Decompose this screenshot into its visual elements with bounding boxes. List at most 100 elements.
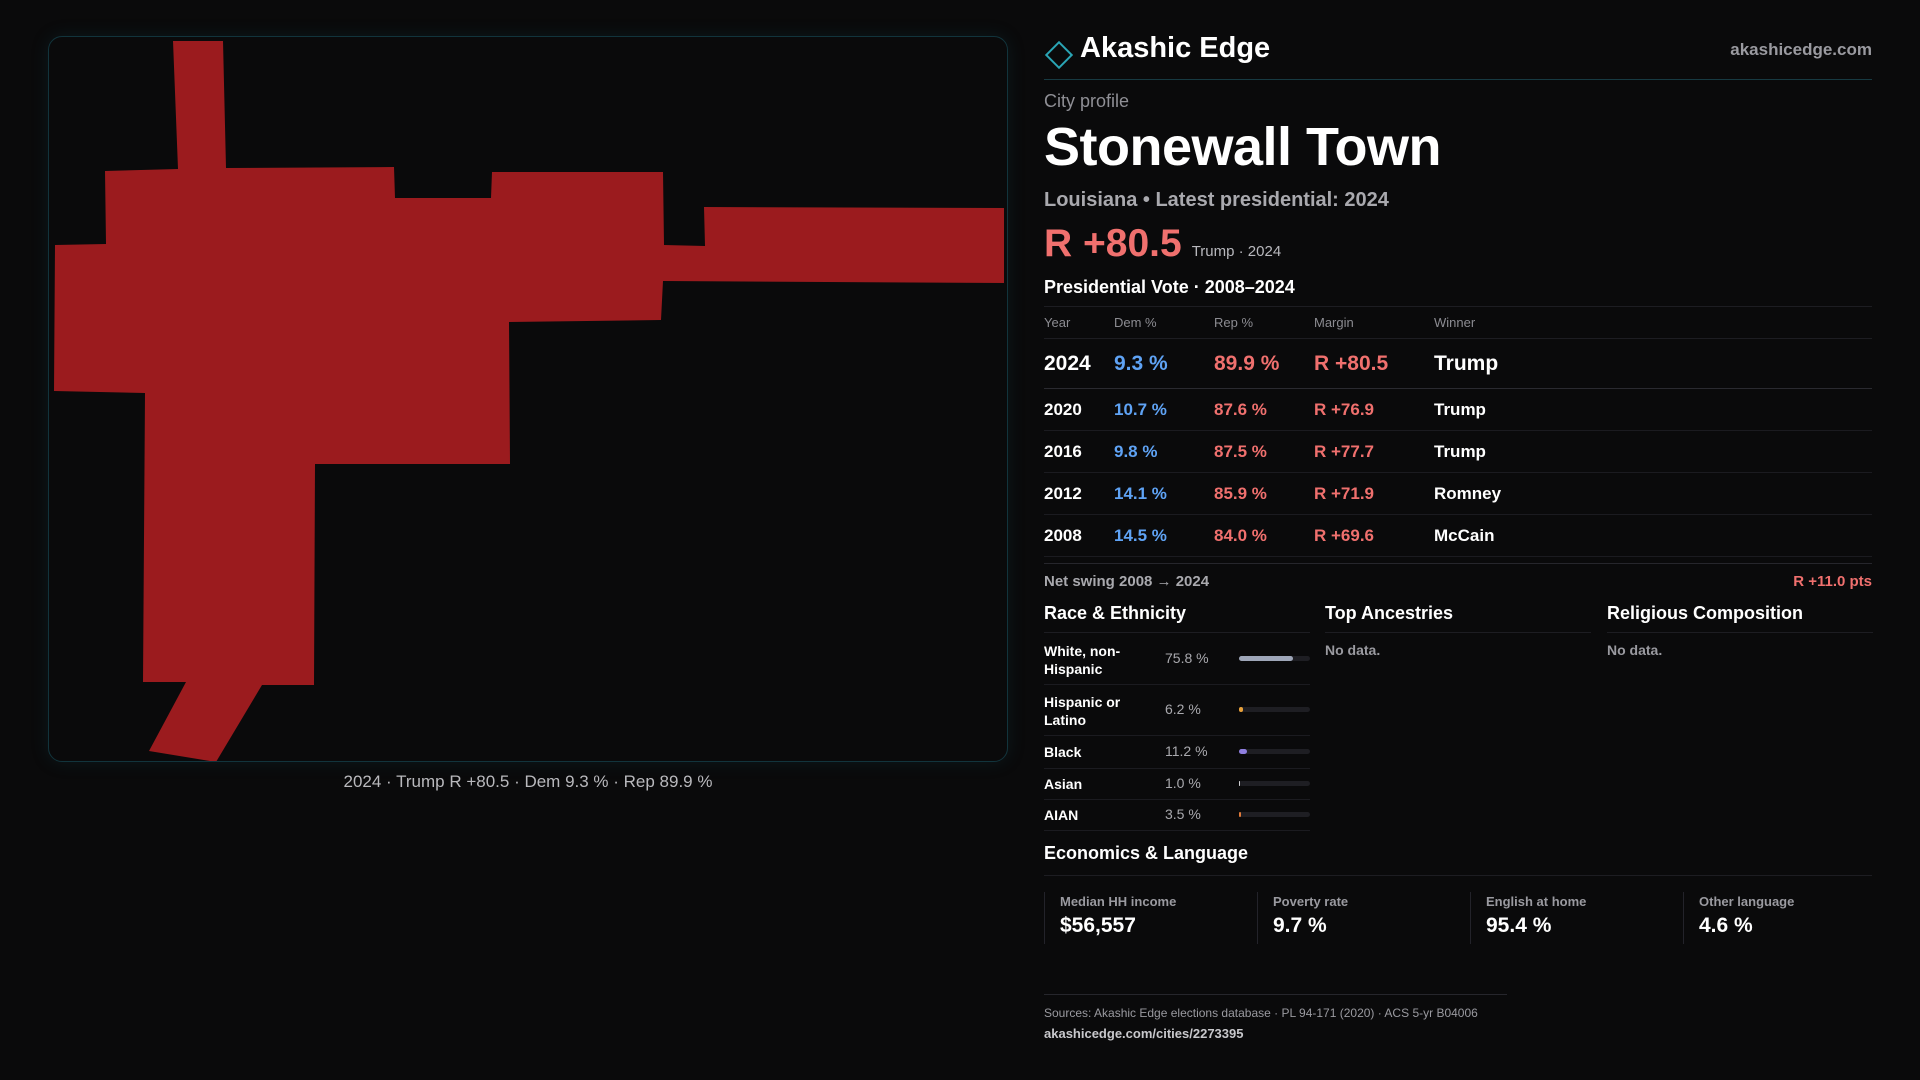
race-bar-track xyxy=(1239,781,1310,786)
religious-composition-section: Religious Composition No data. xyxy=(1607,600,1873,658)
sources-text: Sources: Akashic Edge elections database… xyxy=(1044,1006,1478,1020)
dem-cell: 14.5 % xyxy=(1114,514,1214,557)
rep-cell: 87.6 % xyxy=(1214,388,1314,431)
winner-cell: Romney xyxy=(1434,472,1872,515)
column-header-year: Year xyxy=(1044,306,1114,339)
econ-stat-label: Poverty rate xyxy=(1273,894,1349,909)
race-bar-fill xyxy=(1239,749,1247,754)
top-ancestries-section: Top Ancestries No data. xyxy=(1325,600,1591,658)
diamond-logo-icon xyxy=(1044,40,1074,70)
race-bar-fill xyxy=(1239,707,1244,712)
sources-url-link[interactable]: akashicedge.com/cities/2273395 xyxy=(1044,1026,1244,1041)
headline-result: R +80.5 Trump · 2024 xyxy=(1044,222,1281,270)
race-bar-track xyxy=(1239,812,1310,817)
race-row: AIAN 3.5 % xyxy=(1044,800,1310,831)
brand-header: Akashic Edge akashicedge.com xyxy=(1044,30,1872,80)
rep-cell: 89.9 % xyxy=(1214,338,1314,389)
race-value: 1.0 % xyxy=(1165,775,1201,791)
margin-cell: R +71.9 xyxy=(1314,472,1434,515)
race-label: White, non-Hispanic xyxy=(1044,643,1121,677)
race-label: Asian xyxy=(1044,776,1083,792)
econ-stat-value: 95.4 % xyxy=(1486,914,1552,937)
column-header-dem: Dem % xyxy=(1114,306,1214,339)
presidential-vote-table: Year Dem % Rep % Margin Winner 2024 9.3 … xyxy=(1044,306,1872,557)
margin-cell: R +80.5 xyxy=(1314,338,1434,389)
econ-stat-other-language: Other language 4.6 % xyxy=(1683,892,1883,944)
net-swing-label: Net swing 2008 → 2024 xyxy=(1044,573,1210,590)
net-swing-value: R +11.0 pts xyxy=(1793,573,1872,590)
city-subtitle: Louisiana • Latest presidential: 2024 xyxy=(1044,189,1389,211)
econ-stat-label: English at home xyxy=(1486,894,1587,909)
econ-stat-value: 4.6 % xyxy=(1699,914,1753,937)
race-ethnicity-title: Race & Ethnicity xyxy=(1044,600,1310,633)
year-cell: 2008 xyxy=(1044,514,1114,557)
table-row: 2020 10.7 % 87.6 % R +76.9 Trump xyxy=(1044,388,1872,431)
dem-cell: 9.8 % xyxy=(1114,430,1214,473)
dem-cell: 14.1 % xyxy=(1114,472,1214,515)
column-header-margin: Margin xyxy=(1314,306,1434,339)
rep-cell: 85.9 % xyxy=(1214,472,1314,515)
table-row: 2024 9.3 % 89.9 % R +80.5 Trump xyxy=(1044,338,1872,389)
race-row: Black 11.2 % xyxy=(1044,736,1310,769)
rep-cell: 84.0 % xyxy=(1214,514,1314,557)
sources-footer: Sources: Akashic Edge elections database… xyxy=(1044,994,1507,1041)
religious-composition-title: Religious Composition xyxy=(1607,600,1873,633)
year-cell: 2012 xyxy=(1044,472,1114,515)
race-bar-fill xyxy=(1239,812,1242,817)
map-caption: 2024 · Trump R +80.5 · Dem 9.3 % · Rep 8… xyxy=(343,772,713,791)
profile-label: City profile xyxy=(1044,91,1130,111)
margin-cell: R +76.9 xyxy=(1314,388,1434,431)
race-label: AIAN xyxy=(1044,807,1079,823)
presidential-vote-title: Presidential Vote · 2008–2024 xyxy=(1044,277,1295,297)
econ-stat-value: $56,557 xyxy=(1060,914,1136,937)
race-value: 6.2 % xyxy=(1165,701,1201,717)
winner-cell: Trump xyxy=(1434,430,1872,473)
column-header-rep: Rep % xyxy=(1214,306,1314,339)
table-header-row: Year Dem % Rep % Margin Winner xyxy=(1044,306,1872,339)
dem-cell: 10.7 % xyxy=(1114,388,1214,431)
brand-name[interactable]: Akashic Edge xyxy=(1080,32,1271,64)
margin-cell: R +69.6 xyxy=(1314,514,1434,557)
table-row: 2008 14.5 % 84.0 % R +69.6 McCain xyxy=(1044,514,1872,557)
ancestries-empty-text: No data. xyxy=(1325,642,1381,658)
race-row: Asian 1.0 % xyxy=(1044,769,1310,800)
economics-language-title: Economics & Language xyxy=(1044,843,1872,876)
religion-empty-text: No data. xyxy=(1607,642,1663,658)
race-bar-track xyxy=(1239,656,1310,661)
headline-margin: R +80.5 xyxy=(1044,222,1182,265)
winner-cell: McCain xyxy=(1434,514,1872,557)
city-profile-panel: Akashic Edge akashicedge.com City profil… xyxy=(1044,0,1873,1080)
net-swing-row: Net swing 2008 → 2024 R +11.0 pts xyxy=(1044,563,1872,597)
econ-stat-value: 9.7 % xyxy=(1273,914,1327,937)
year-cell: 2016 xyxy=(1044,430,1114,473)
winner-cell: Trump xyxy=(1434,388,1872,431)
year-cell: 2024 xyxy=(1044,338,1114,389)
page-title: Stonewall Town xyxy=(1044,117,1442,177)
brand-url-link[interactable]: akashicedge.com xyxy=(1730,40,1872,59)
econ-stat-label: Median HH income xyxy=(1060,894,1177,909)
race-label: Hispanic or Latino xyxy=(1044,694,1121,728)
race-ethnicity-section: Race & Ethnicity White, non-Hispanic 75.… xyxy=(1044,600,1310,831)
econ-stat-poverty-rate: Poverty rate 9.7 % xyxy=(1257,892,1457,944)
city-boundary-map[interactable] xyxy=(48,36,1008,762)
rep-cell: 87.5 % xyxy=(1214,430,1314,473)
margin-cell: R +77.7 xyxy=(1314,430,1434,473)
econ-stat-label: Other language xyxy=(1699,894,1795,909)
city-boundary-shape xyxy=(54,41,1004,761)
race-bar-track xyxy=(1239,749,1310,754)
race-row: White, non-Hispanic 75.8 % xyxy=(1044,633,1310,685)
race-bar-track xyxy=(1239,707,1310,712)
race-row: Hispanic or Latino 6.2 % xyxy=(1044,685,1310,736)
race-value: 3.5 % xyxy=(1165,806,1201,822)
headline-note: Trump · 2024 xyxy=(1191,243,1282,260)
year-cell: 2020 xyxy=(1044,388,1114,431)
race-label: Black xyxy=(1044,744,1082,760)
econ-stat-median-income: Median HH income $56,557 xyxy=(1044,892,1244,944)
race-value: 11.2 % xyxy=(1165,743,1208,759)
column-header-winner: Winner xyxy=(1434,306,1872,339)
race-bar-fill xyxy=(1239,781,1241,786)
dem-cell: 9.3 % xyxy=(1114,338,1214,389)
table-row: 2016 9.8 % 87.5 % R +77.7 Trump xyxy=(1044,430,1872,473)
table-row: 2012 14.1 % 85.9 % R +71.9 Romney xyxy=(1044,472,1872,515)
city-boundary-svg xyxy=(54,41,1004,761)
